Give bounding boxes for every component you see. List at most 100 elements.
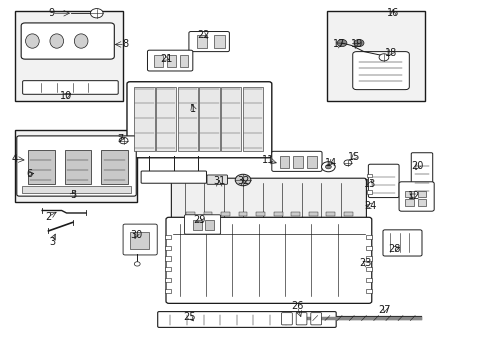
FancyBboxPatch shape [271, 151, 322, 171]
Bar [203, 212, 212, 216]
Bar [213, 36, 224, 48]
Text: 12: 12 [407, 191, 420, 201]
Text: 25: 25 [183, 312, 196, 322]
Text: 10: 10 [61, 91, 73, 101]
Text: 14: 14 [325, 158, 337, 168]
Text: 19: 19 [350, 40, 362, 49]
Bar [366, 267, 371, 271]
Text: 11: 11 [261, 155, 273, 165]
FancyBboxPatch shape [206, 175, 227, 184]
Text: 22: 22 [196, 30, 209, 40]
Circle shape [336, 40, 346, 46]
Text: 4: 4 [11, 154, 18, 164]
Text: 5: 5 [70, 190, 76, 200]
Bar [366, 278, 371, 282]
Bar [366, 289, 371, 293]
FancyBboxPatch shape [310, 313, 321, 325]
Circle shape [90, 9, 103, 18]
Circle shape [325, 165, 330, 169]
Text: 7: 7 [117, 134, 123, 144]
Bar [221, 87, 241, 151]
FancyBboxPatch shape [398, 182, 433, 211]
FancyBboxPatch shape [367, 164, 398, 198]
Bar [177, 87, 198, 151]
Bar [405, 191, 413, 197]
FancyBboxPatch shape [21, 23, 114, 59]
Bar [308, 212, 317, 216]
Bar [366, 174, 371, 177]
Text: 8: 8 [122, 40, 128, 49]
Text: 30: 30 [130, 230, 142, 239]
Circle shape [235, 174, 250, 186]
FancyBboxPatch shape [147, 50, 192, 71]
FancyBboxPatch shape [141, 171, 206, 183]
Bar [417, 199, 426, 206]
Ellipse shape [25, 34, 39, 48]
Bar [156, 87, 176, 151]
Bar [64, 150, 91, 184]
Bar [164, 235, 170, 239]
Bar [101, 150, 128, 184]
Bar [366, 246, 371, 250]
Text: 6: 6 [26, 168, 32, 179]
Text: 28: 28 [387, 244, 400, 254]
Bar [130, 231, 149, 249]
FancyBboxPatch shape [22, 81, 118, 94]
FancyBboxPatch shape [382, 230, 421, 256]
Bar [21, 186, 131, 193]
Bar [405, 199, 413, 206]
Text: 21: 21 [160, 54, 172, 64]
Text: 32: 32 [237, 176, 249, 186]
Text: 31: 31 [213, 176, 225, 186]
Bar [28, 150, 55, 184]
Bar [185, 212, 194, 216]
Bar [193, 220, 202, 230]
Text: 24: 24 [364, 201, 376, 211]
Bar [326, 212, 334, 216]
FancyBboxPatch shape [123, 224, 157, 255]
Circle shape [353, 40, 363, 46]
Bar [164, 289, 170, 293]
Text: 2: 2 [45, 212, 52, 221]
FancyBboxPatch shape [188, 32, 229, 51]
Bar [366, 235, 371, 239]
Text: 15: 15 [347, 152, 360, 162]
Bar [221, 212, 229, 216]
Circle shape [378, 54, 388, 61]
Bar [243, 87, 263, 151]
Bar [238, 212, 247, 216]
Bar [279, 156, 289, 168]
Text: 18: 18 [384, 48, 396, 58]
Text: 16: 16 [386, 8, 399, 18]
Bar [134, 87, 154, 151]
FancyBboxPatch shape [184, 215, 220, 234]
Text: 17: 17 [333, 40, 345, 49]
Text: 3: 3 [49, 237, 55, 247]
Bar [273, 212, 282, 216]
Bar [166, 55, 175, 67]
Bar [15, 130, 137, 202]
Bar [306, 156, 316, 168]
Bar [417, 191, 426, 197]
Text: 29: 29 [193, 215, 205, 225]
FancyBboxPatch shape [296, 313, 306, 325]
Bar [15, 12, 122, 101]
Bar [164, 246, 170, 250]
FancyBboxPatch shape [158, 312, 335, 327]
Ellipse shape [50, 34, 63, 48]
Bar [343, 212, 352, 216]
Circle shape [343, 160, 351, 166]
Text: 13: 13 [364, 179, 376, 189]
Bar [196, 36, 207, 48]
Bar [179, 55, 188, 67]
FancyBboxPatch shape [17, 136, 136, 196]
Bar [256, 212, 264, 216]
Bar [291, 212, 300, 216]
FancyBboxPatch shape [281, 313, 292, 325]
FancyBboxPatch shape [410, 153, 432, 196]
Bar [154, 55, 163, 67]
Text: 23: 23 [359, 258, 371, 268]
Circle shape [134, 262, 140, 266]
Circle shape [321, 162, 334, 172]
Bar [205, 220, 214, 230]
